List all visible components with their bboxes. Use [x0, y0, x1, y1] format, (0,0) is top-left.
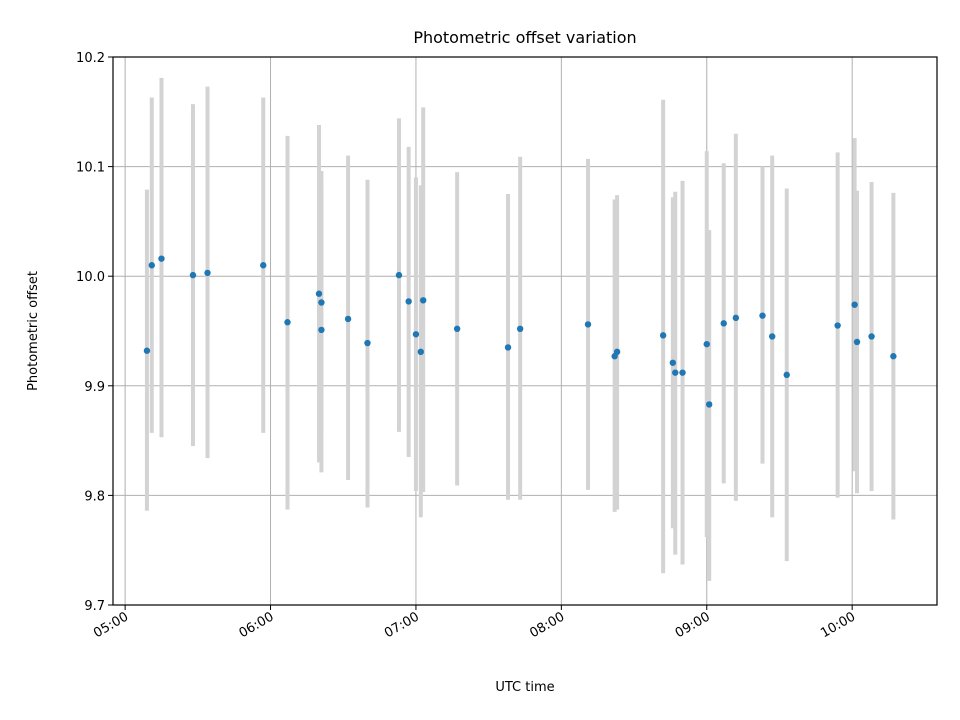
data-point [420, 297, 427, 304]
y-axis-ticks: 9.7 9.8 9.9 10.0 10.1 10.2 [76, 51, 113, 614]
data-point [783, 371, 790, 379]
y-tick-label: 10.0 [76, 270, 105, 285]
plot-area [113, 57, 937, 605]
y-tick-label: 10.1 [76, 161, 105, 176]
data-point [703, 340, 710, 348]
data-point [834, 322, 841, 329]
data-point [260, 262, 267, 269]
data-point [412, 331, 420, 338]
data-point [417, 348, 424, 356]
data-point [672, 369, 679, 376]
data-point [759, 312, 766, 319]
data-point [204, 269, 211, 277]
data-point [720, 320, 727, 327]
y-axis-label: Photometric offset [26, 271, 41, 391]
data-point [189, 271, 197, 279]
data-point [504, 344, 512, 351]
data-point [364, 339, 371, 347]
data-point [143, 347, 151, 354]
chart-title: Photometric offset variation [413, 28, 636, 47]
y-tick-label: 9.7 [84, 599, 105, 614]
data-point [705, 401, 713, 408]
data-point [318, 299, 325, 306]
data-point [453, 325, 461, 333]
data-point [405, 298, 412, 305]
data-point [669, 359, 677, 366]
data-point [284, 319, 291, 326]
data-point [659, 332, 667, 339]
data-point [395, 271, 403, 279]
data-point [732, 314, 740, 322]
data-point [853, 338, 861, 346]
data-point [890, 353, 897, 360]
data-point [158, 255, 165, 262]
data-point [318, 326, 325, 334]
plot-frame [112, 56, 938, 606]
data-points [143, 255, 897, 408]
data-point [148, 262, 155, 269]
y-tick-label: 9.8 [84, 489, 105, 504]
data-point [315, 290, 323, 297]
y-tick-label: 9.9 [84, 380, 105, 395]
data-point [584, 321, 592, 328]
x-axis-label: UTC time [495, 680, 554, 695]
data-point [613, 348, 621, 356]
data-point [516, 325, 524, 333]
y-tick-label: 10.2 [76, 51, 105, 66]
data-point [868, 333, 875, 340]
data-point [851, 301, 858, 308]
data-point [679, 369, 686, 376]
data-point [344, 315, 352, 323]
data-point [769, 333, 776, 340]
